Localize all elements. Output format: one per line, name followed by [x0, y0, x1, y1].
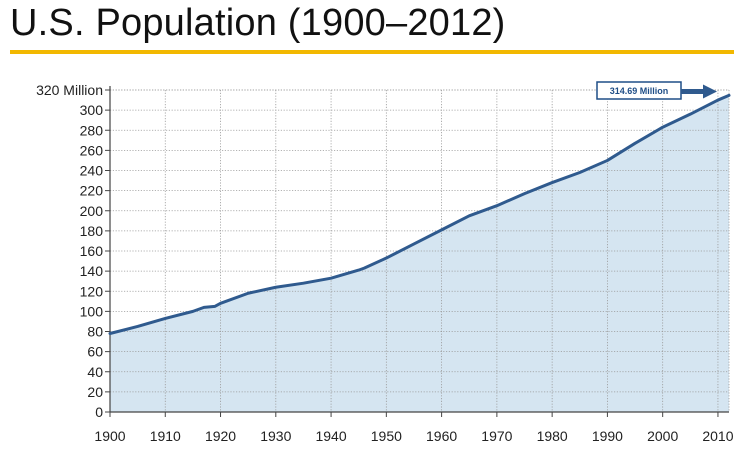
y-tick-label: 60 [87, 344, 103, 360]
y-tick-label: 300 [80, 102, 104, 118]
y-tick-label: 80 [87, 324, 103, 340]
x-tick-label: 1950 [371, 428, 402, 444]
y-tick-label: 220 [80, 183, 104, 199]
x-tick-label: 1990 [592, 428, 623, 444]
page-title: U.S. Population (1900–2012) [10, 2, 506, 44]
y-tick-label: 280 [80, 122, 104, 138]
title-underline [10, 50, 734, 54]
population-line [108, 93, 731, 336]
y-tick-label: 260 [80, 142, 104, 158]
y-tick-label: 200 [80, 203, 104, 219]
x-tick-label: 2000 [647, 428, 678, 444]
y-tick-label: 240 [80, 163, 104, 179]
y-tick-label: 40 [87, 364, 103, 380]
x-tick-label: 1960 [426, 428, 457, 444]
x-tick-label: 1920 [205, 428, 236, 444]
y-tick-label: 0 [95, 404, 103, 420]
callout-arrow-head [703, 84, 717, 99]
x-tick-label: 1910 [150, 428, 181, 444]
x-tick-label: 2010 [702, 428, 733, 444]
callout-label: 314.69 Million [610, 86, 669, 96]
area-fill [110, 95, 729, 412]
y-tick-label: 180 [80, 223, 104, 239]
y-tick-label: 160 [80, 243, 104, 259]
y-tick-label: 120 [80, 283, 104, 299]
x-tick-label: 1930 [260, 428, 291, 444]
y-tick-label: 20 [87, 384, 103, 400]
x-tick-label: 1970 [481, 428, 512, 444]
x-tick-label: 1900 [94, 428, 125, 444]
y-tick-label: 320 Million [36, 82, 103, 98]
y-tick-label: 100 [80, 303, 104, 319]
y-tick-label: 140 [80, 263, 104, 279]
x-tick-label: 1980 [537, 428, 568, 444]
x-tick-label: 1940 [315, 428, 346, 444]
